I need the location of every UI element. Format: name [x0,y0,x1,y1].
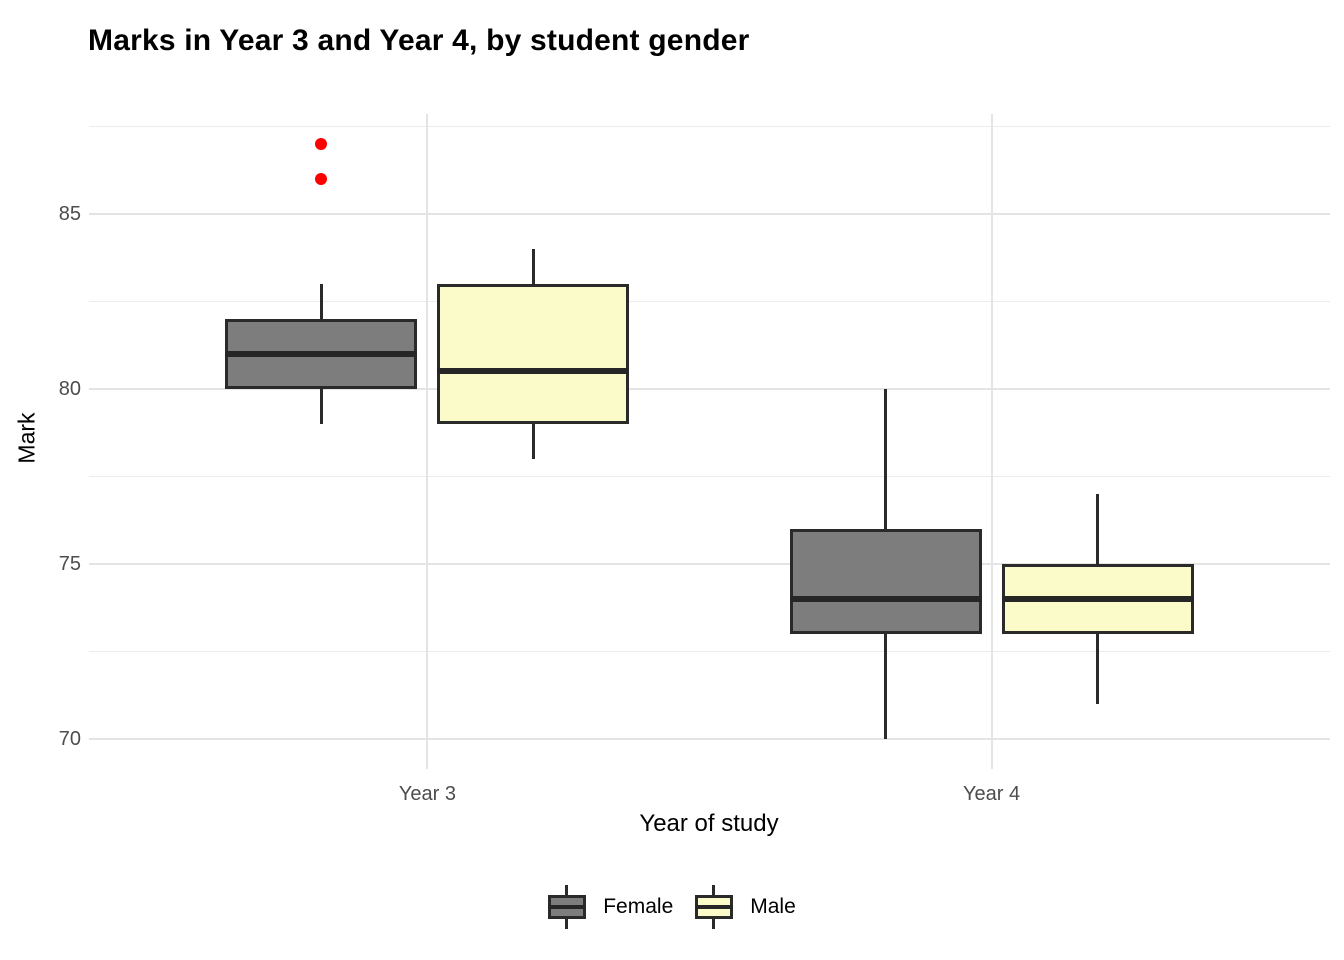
gridline-minor [89,125,1330,127]
legend-label: Male [750,895,796,918]
legend-label: Female [603,895,674,918]
gridline-major [89,212,1330,215]
gridline-category [426,114,429,769]
box-median-male-1 [1001,596,1194,603]
box-rect-male-0 [437,283,630,424]
outlier-point [315,172,328,185]
ytick-label: 85 [58,202,81,225]
legend-key-boxplot-icon [695,885,734,929]
gridline-major [89,387,1330,390]
ytick-label: 80 [58,377,81,400]
gridline-major [89,563,1330,566]
legend-key-median [695,905,734,909]
box-rect-female-1 [789,529,982,635]
xtick-label: Year 3 [398,783,456,805]
gridline-major [89,738,1330,741]
legend-entry: Female [548,885,673,929]
box-median-female-1 [789,596,982,603]
y-axis-title: Mark [13,412,40,464]
gridline-minor [89,300,1330,302]
ytick-label: 70 [58,728,81,751]
box-median-male-0 [437,368,630,375]
gridline-category [990,114,993,769]
legend-key-median [548,905,587,909]
legend-entry: Male [695,885,796,929]
ytick-label: 75 [58,553,81,576]
legend: Female Male [0,884,1344,930]
xtick-label: Year 4 [963,783,1021,805]
plot-panel [89,114,1330,769]
x-axis-title: Year of study [639,810,779,837]
box-median-female-0 [225,350,418,357]
gridline-minor [89,476,1330,478]
legend-key-boxplot-icon [548,885,587,929]
gridline-minor [89,651,1330,653]
chart-title: Marks in Year 3 and Year 4, by student g… [88,24,750,57]
outlier-point [315,137,328,150]
